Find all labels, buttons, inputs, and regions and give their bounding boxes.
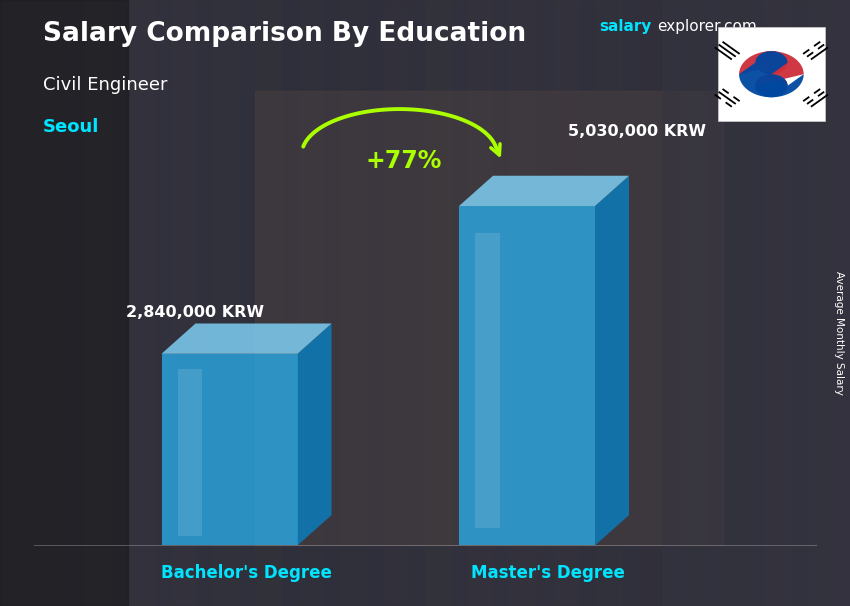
Text: salary: salary bbox=[599, 19, 652, 35]
Text: Average Monthly Salary: Average Monthly Salary bbox=[834, 271, 844, 395]
Bar bbox=[765, 0, 833, 606]
Bar bbox=[0, 0, 68, 606]
Polygon shape bbox=[298, 324, 332, 545]
Bar bbox=[638, 0, 706, 606]
Text: Salary Comparison By Education: Salary Comparison By Education bbox=[42, 21, 525, 47]
Bar bbox=[718, 27, 824, 121]
Circle shape bbox=[755, 52, 787, 75]
Bar bbox=[595, 0, 663, 606]
Bar bbox=[663, 0, 850, 606]
Text: 5,030,000 KRW: 5,030,000 KRW bbox=[569, 124, 706, 139]
Bar bbox=[552, 0, 620, 606]
Text: 2,840,000 KRW: 2,840,000 KRW bbox=[127, 305, 264, 321]
Polygon shape bbox=[739, 52, 803, 86]
Text: Master's Degree: Master's Degree bbox=[471, 564, 626, 582]
Bar bbox=[468, 0, 536, 606]
Bar bbox=[170, 0, 238, 606]
Bar bbox=[722, 0, 790, 606]
Bar bbox=[42, 0, 110, 606]
Polygon shape bbox=[162, 354, 298, 545]
Polygon shape bbox=[475, 233, 500, 528]
Text: Bachelor's Degree: Bachelor's Degree bbox=[161, 564, 332, 582]
Bar bbox=[85, 0, 153, 606]
Polygon shape bbox=[162, 324, 332, 354]
Bar bbox=[808, 0, 850, 606]
Polygon shape bbox=[178, 369, 202, 536]
Polygon shape bbox=[459, 206, 595, 545]
Bar bbox=[340, 0, 408, 606]
Circle shape bbox=[755, 75, 787, 98]
Bar bbox=[425, 0, 493, 606]
Bar bbox=[255, 91, 722, 545]
Polygon shape bbox=[459, 176, 629, 206]
Bar bbox=[680, 0, 748, 606]
Bar bbox=[298, 0, 366, 606]
Bar bbox=[510, 0, 578, 606]
Bar bbox=[128, 0, 196, 606]
Bar bbox=[255, 0, 323, 606]
Polygon shape bbox=[595, 176, 629, 545]
Bar bbox=[382, 0, 450, 606]
Bar bbox=[212, 0, 280, 606]
Text: Seoul: Seoul bbox=[42, 118, 99, 136]
Bar bbox=[0, 0, 128, 606]
Text: explorer.com: explorer.com bbox=[657, 19, 756, 35]
Text: Civil Engineer: Civil Engineer bbox=[42, 76, 167, 94]
Polygon shape bbox=[739, 52, 803, 97]
Text: +77%: +77% bbox=[366, 148, 442, 173]
